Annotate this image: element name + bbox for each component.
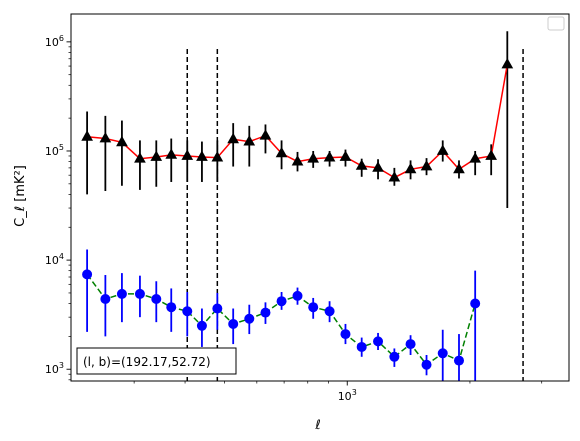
data-point-circle [228,319,238,329]
data-point-circle [244,314,254,324]
annotation-box: (l, b)=(192.17,52.72) [77,348,236,374]
data-point-circle [454,356,464,366]
data-point-circle [151,294,161,304]
data-point-circle [277,296,287,306]
y-axis-label: C_ℓ [mK²] [13,165,28,227]
data-point-circle [212,304,222,314]
data-point-circle [197,321,207,331]
data-point-circle [260,308,270,318]
data-point-circle [438,348,448,358]
data-point-circle [117,289,127,299]
data-point-circle [82,269,92,279]
data-point-circle [470,299,480,309]
legend-box [548,17,564,30]
data-point-circle [406,339,416,349]
data-point-circle [100,294,110,304]
data-point-circle [340,329,350,339]
data-point-circle [357,342,367,352]
data-point-circle [182,306,192,316]
data-point-circle [373,336,383,346]
data-point-circle [325,306,335,316]
data-point-circle [422,360,432,370]
data-point-circle [389,352,399,362]
data-point-circle [135,289,145,299]
data-point-circle [293,291,303,301]
data-point-circle [166,302,176,312]
x-axis-label: ℓ [314,418,320,433]
annotation-text: (l, b)=(192.17,52.72) [83,355,211,369]
data-point-circle [308,302,318,312]
